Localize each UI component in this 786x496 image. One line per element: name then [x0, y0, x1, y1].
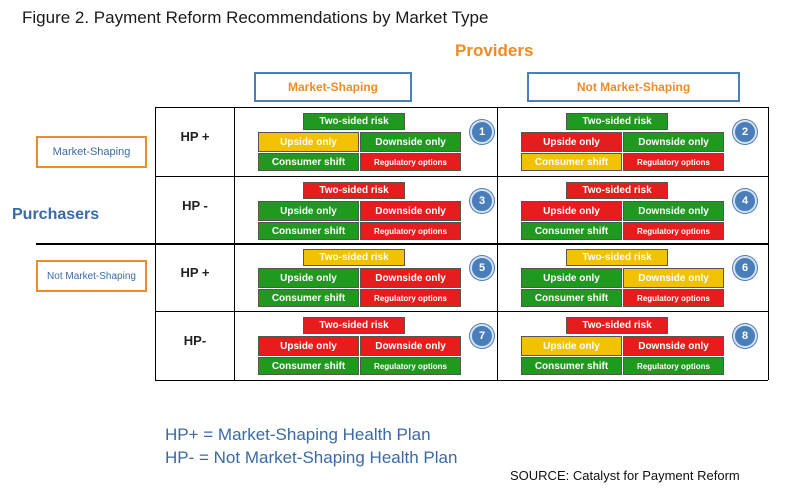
- two-sided-risk-block: Two-sided risk: [566, 317, 668, 334]
- two-sided-risk-block: Two-sided risk: [566, 249, 668, 266]
- consumer-shift-block: Consumer shift: [258, 153, 359, 171]
- downside-only-block: Downside only: [360, 132, 461, 152]
- consumer-shift-block: Consumer shift: [521, 222, 622, 240]
- upside-only-block: Upside only: [521, 201, 622, 221]
- column-header-market-shaping: Market-Shaping: [254, 72, 412, 102]
- scenario-number-badge: 1: [470, 120, 494, 144]
- hp-label: HP +: [180, 265, 210, 280]
- legend-hp-plus: HP+ = Market-Shaping Health Plan: [165, 425, 431, 444]
- providers-label: Providers: [455, 41, 534, 60]
- upside-only-block: Upside only: [258, 132, 359, 152]
- grid-line-horizontal: [155, 107, 768, 108]
- regulatory-options-block: Regulatory options: [360, 357, 461, 375]
- scenario-number-badge: 8: [733, 324, 757, 348]
- upside-only-block: Upside only: [258, 336, 359, 356]
- upside-only-block: Upside only: [258, 201, 359, 221]
- downside-only-block: Downside only: [623, 336, 724, 356]
- regulatory-options-block: Regulatory options: [623, 153, 724, 171]
- two-sided-risk-block: Two-sided risk: [303, 249, 405, 266]
- two-sided-risk-block: Two-sided risk: [566, 182, 668, 199]
- consumer-shift-block: Consumer shift: [521, 289, 622, 307]
- column-header-not-market-shaping: Not Market-Shaping: [527, 72, 740, 102]
- two-sided-risk-block: Two-sided risk: [303, 182, 405, 199]
- hp-label: HP-: [183, 333, 207, 348]
- upside-only-block: Upside only: [521, 132, 622, 152]
- row-group-header-market-shaping: Market-Shaping: [36, 136, 147, 168]
- scenario-number-badge: 7: [470, 324, 494, 348]
- downside-only-block: Downside only: [623, 132, 724, 152]
- grid-line-vertical: [768, 107, 769, 380]
- scenario-number-badge: 2: [733, 120, 757, 144]
- scenario-number-badge: 6: [733, 256, 757, 280]
- downside-only-block: Downside only: [360, 201, 461, 221]
- grid-line-horizontal: [155, 176, 768, 177]
- scenario-number-badge: 4: [733, 189, 757, 213]
- hp-label: HP -: [182, 198, 208, 213]
- upside-only-block: Upside only: [521, 268, 622, 288]
- grid-line-horizontal: [155, 311, 768, 312]
- regulatory-options-block: Regulatory options: [360, 222, 461, 240]
- grid-line-horizontal: [36, 243, 768, 245]
- legend-hp-minus: HP- = Not Market-Shaping Health Plan: [165, 448, 458, 467]
- grid-line-vertical: [155, 107, 156, 380]
- hp-label: HP +: [180, 129, 210, 144]
- regulatory-options-block: Regulatory options: [623, 357, 724, 375]
- two-sided-risk-block: Two-sided risk: [566, 113, 668, 130]
- consumer-shift-block: Consumer shift: [258, 357, 359, 375]
- source-note: SOURCE: Catalyst for Payment Reform: [510, 468, 740, 483]
- purchasers-label: Purchasers: [12, 206, 100, 223]
- upside-only-block: Upside only: [521, 336, 622, 356]
- two-sided-risk-block: Two-sided risk: [303, 113, 405, 130]
- consumer-shift-block: Consumer shift: [521, 357, 622, 375]
- regulatory-options-block: Regulatory options: [623, 289, 724, 307]
- grid-line-vertical: [497, 107, 498, 380]
- upside-only-block: Upside only: [258, 268, 359, 288]
- consumer-shift-block: Consumer shift: [258, 222, 359, 240]
- downside-only-block: Downside only: [360, 336, 461, 356]
- regulatory-options-block: Regulatory options: [360, 153, 461, 171]
- consumer-shift-block: Consumer shift: [258, 289, 359, 307]
- downside-only-block: Downside only: [623, 201, 724, 221]
- scenario-number-badge: 5: [470, 256, 494, 280]
- regulatory-options-block: Regulatory options: [623, 222, 724, 240]
- figure-title: Figure 2. Payment Reform Recommendations…: [22, 8, 489, 27]
- grid-line-vertical: [234, 107, 235, 380]
- scenario-number-badge: 3: [470, 189, 494, 213]
- grid-line-horizontal: [155, 380, 768, 381]
- downside-only-block: Downside only: [360, 268, 461, 288]
- row-group-header-not-market-shaping: Not Market-Shaping: [36, 260, 147, 292]
- consumer-shift-block: Consumer shift: [521, 153, 622, 171]
- two-sided-risk-block: Two-sided risk: [303, 317, 405, 334]
- regulatory-options-block: Regulatory options: [360, 289, 461, 307]
- downside-only-block: Downside only: [623, 268, 724, 288]
